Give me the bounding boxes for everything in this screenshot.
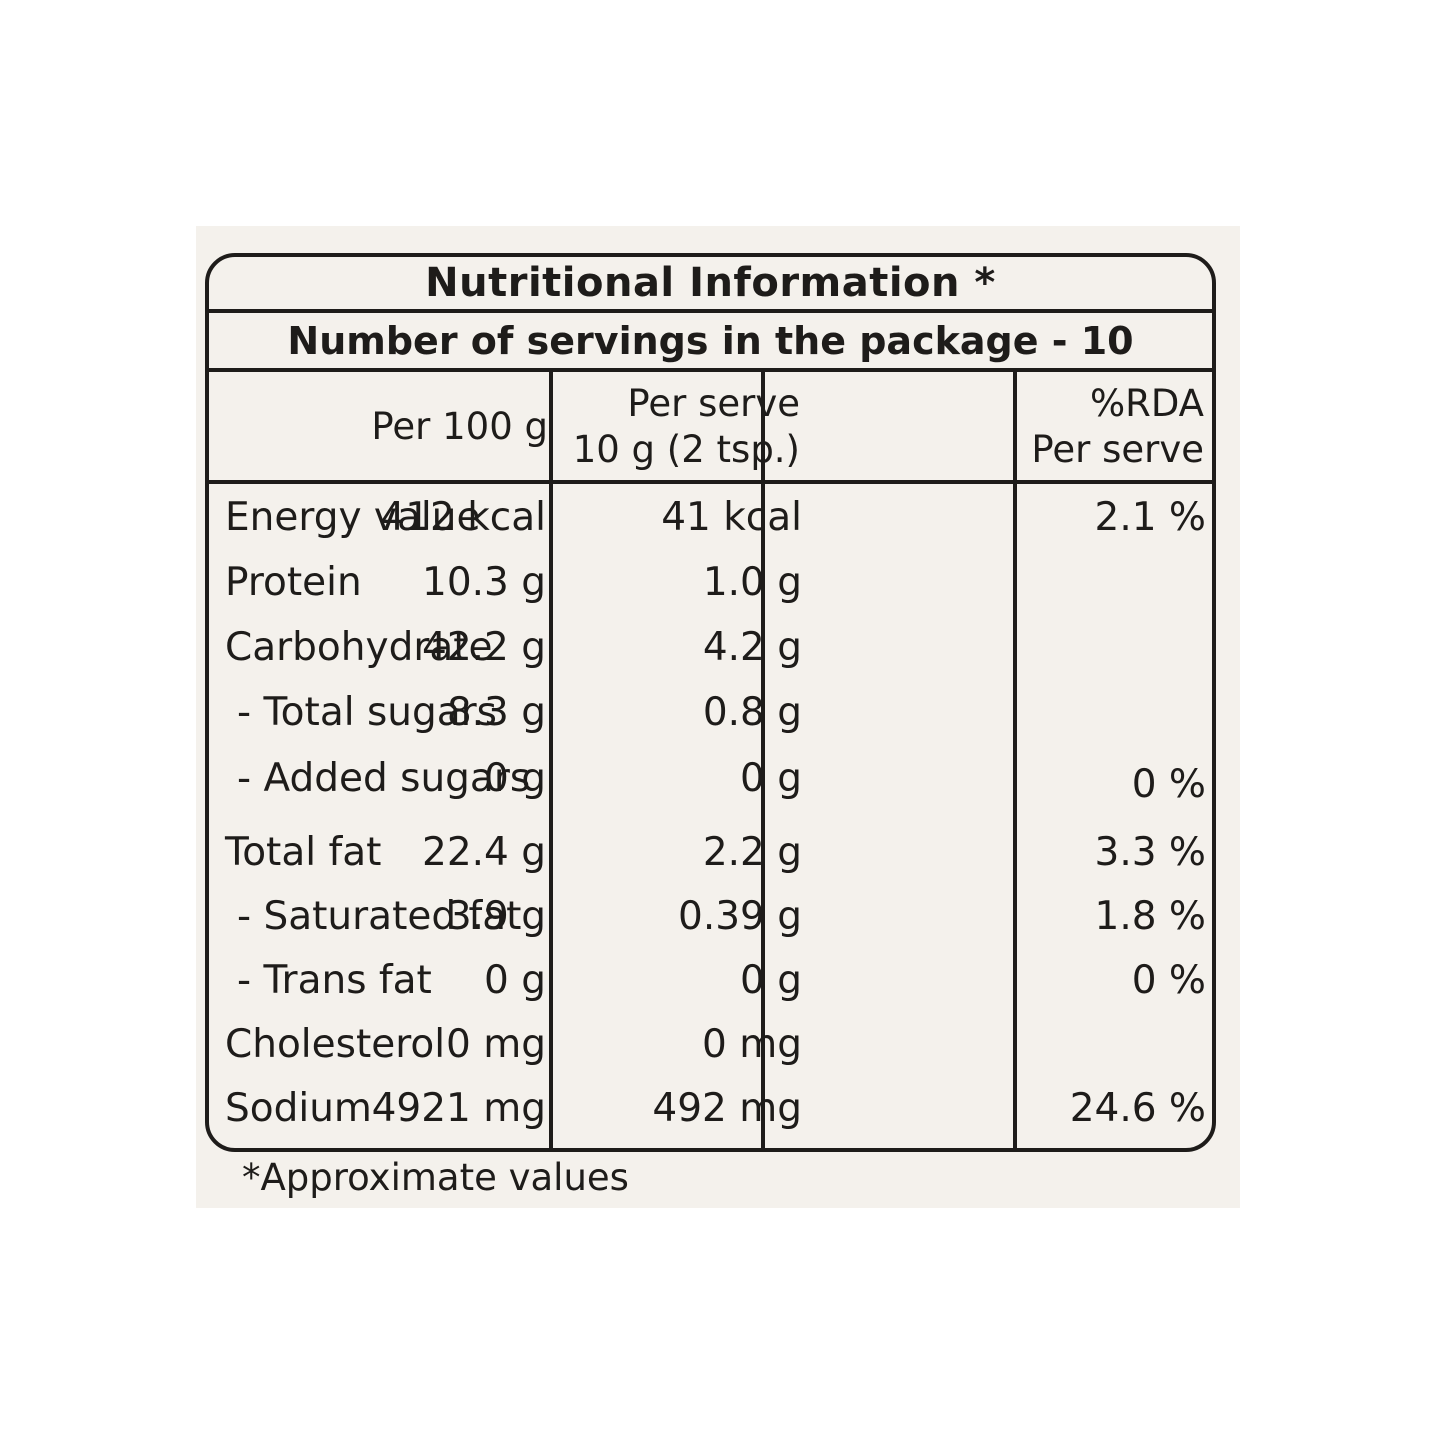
per-serve-value: 0 g [740, 756, 802, 801]
nutrient-name: - Total sugars [237, 690, 497, 735]
per-100g-value: 10.3 g [422, 560, 546, 605]
rda-value: 1.8 % [1094, 894, 1206, 939]
per-serve-value: 4.2 g [702, 625, 802, 670]
per-100g-value: 0 g [484, 756, 546, 801]
table-row: - Total sugars 8.3 g 0.8 g [209, 683, 1212, 743]
rda-value: 0 % [1131, 762, 1206, 807]
per-100g-value: 8.3 g [446, 690, 546, 735]
header-rda: %RDA Per serve [1031, 382, 1204, 471]
nutrient-name: Cholesterol [225, 1022, 446, 1067]
table-title: Nutritional Information * [209, 257, 1212, 313]
column-divider [549, 372, 553, 1148]
column-divider [761, 372, 765, 1148]
nutrient-name: - Trans fat [237, 958, 432, 1003]
nutrient-name: - Added sugars [237, 756, 531, 801]
table-row: - Added sugars 0 g 0 g 0 % [209, 749, 1212, 809]
per-100g-value: 3.9 g [446, 894, 546, 939]
per-100g-value: 0 mg [446, 1022, 546, 1067]
header-per-serve: Per serve 10 g (2 tsp.) [572, 382, 800, 471]
rda-value: 0 % [1131, 958, 1206, 1003]
nutrient-name: - Saturated fat [237, 894, 522, 939]
per-serve-value: 0 mg [702, 1022, 802, 1067]
table-row: - Trans fat 0 g 0 g 0 % [209, 951, 1212, 1011]
table-row: Protein 10.3 g 1.0 g [209, 553, 1212, 613]
per-serve-value: 2.2 g [702, 830, 802, 875]
per-100g-value: 22.4 g [422, 830, 546, 875]
per-100g-value: 4921 mg [371, 1086, 546, 1131]
nutrition-table: Nutritional Information * Number of serv… [205, 253, 1216, 1152]
rda-value: 24.6 % [1069, 1086, 1206, 1131]
table-row: Energy value 412 kcal 41 kcal 2.1 % [209, 488, 1212, 548]
footnote: *Approximate values [242, 1156, 629, 1199]
table-row: Cholesterol 0 mg 0 mg [209, 1015, 1212, 1075]
nutrient-name: Protein [225, 560, 362, 605]
per-100g-value: 412 kcal [380, 495, 546, 540]
per-serve-value: 1.0 g [702, 560, 802, 605]
header-divider [209, 480, 1212, 484]
label-panel: Nutritional Information * Number of serv… [196, 226, 1240, 1208]
servings-count: Number of servings in the package - 10 [209, 313, 1212, 372]
per-serve-value: 0 g [740, 958, 802, 1003]
per-serve-value: 0.8 g [702, 690, 802, 735]
rda-value: 2.1 % [1094, 495, 1206, 540]
nutrient-name: Sodium [225, 1086, 372, 1131]
per-100g-value: 0 g [484, 958, 546, 1003]
header-per-100g: Per 100 g [371, 405, 548, 448]
per-serve-value: 0.39 g [678, 894, 802, 939]
per-100g-value: 42.2 g [422, 625, 546, 670]
table-row: Carbohydrate 42.2 g 4.2 g [209, 618, 1212, 678]
nutrient-name: Carbohydrate [225, 625, 493, 670]
table-row: - Saturated fat 3.9 g 0.39 g 1.8 % [209, 887, 1212, 947]
rda-value: 3.3 % [1094, 830, 1206, 875]
per-serve-value: 41 kcal [661, 495, 802, 540]
nutrient-name: Total fat [225, 830, 382, 875]
per-serve-value: 492 mg [652, 1086, 802, 1131]
nutrient-name: Energy value [225, 495, 481, 540]
table-row: Total fat 22.4 g 2.2 g 3.3 % [209, 823, 1212, 883]
column-divider [1013, 372, 1017, 1148]
table-row: Sodium 4921 mg 492 mg 24.6 % [209, 1079, 1212, 1139]
